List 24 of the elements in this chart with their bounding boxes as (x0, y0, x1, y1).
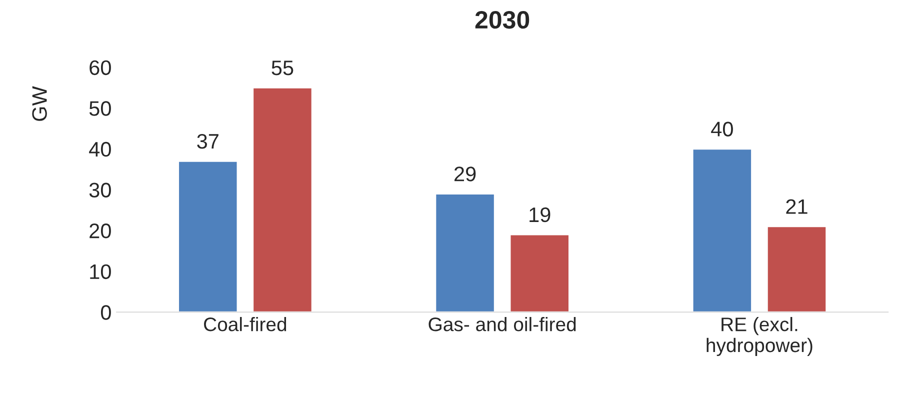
y-axis-title: GW (32, 86, 47, 121)
y-tick-label: 0 (100, 305, 111, 320)
x-tick-label: Coal-fired (204, 316, 286, 332)
bar (178, 160, 238, 312)
y-tick-label: 40 (89, 142, 111, 157)
x-tick-label: Gas- and oil-fired (428, 316, 576, 332)
bar (434, 193, 496, 312)
data-label: 19 (530, 207, 550, 222)
y-tick-label: 30 (89, 182, 111, 198)
data-label: 37 (197, 134, 218, 149)
bar (509, 234, 570, 312)
data-label: 29 (454, 166, 476, 182)
data-label: 55 (272, 60, 294, 76)
chart-title: 2030 (475, 10, 530, 29)
bar (766, 226, 828, 312)
data-label: 21 (786, 199, 808, 214)
y-tick-label: 20 (90, 224, 111, 238)
bar (252, 87, 313, 312)
bar (692, 148, 752, 312)
y-tick-label: 10 (90, 264, 111, 280)
data-label: 40 (711, 122, 733, 136)
x-tick-label: RE (excl. hydropower) (706, 316, 812, 356)
y-tick-label: 50 (89, 101, 111, 116)
y-tick-label: 60 (90, 60, 111, 76)
